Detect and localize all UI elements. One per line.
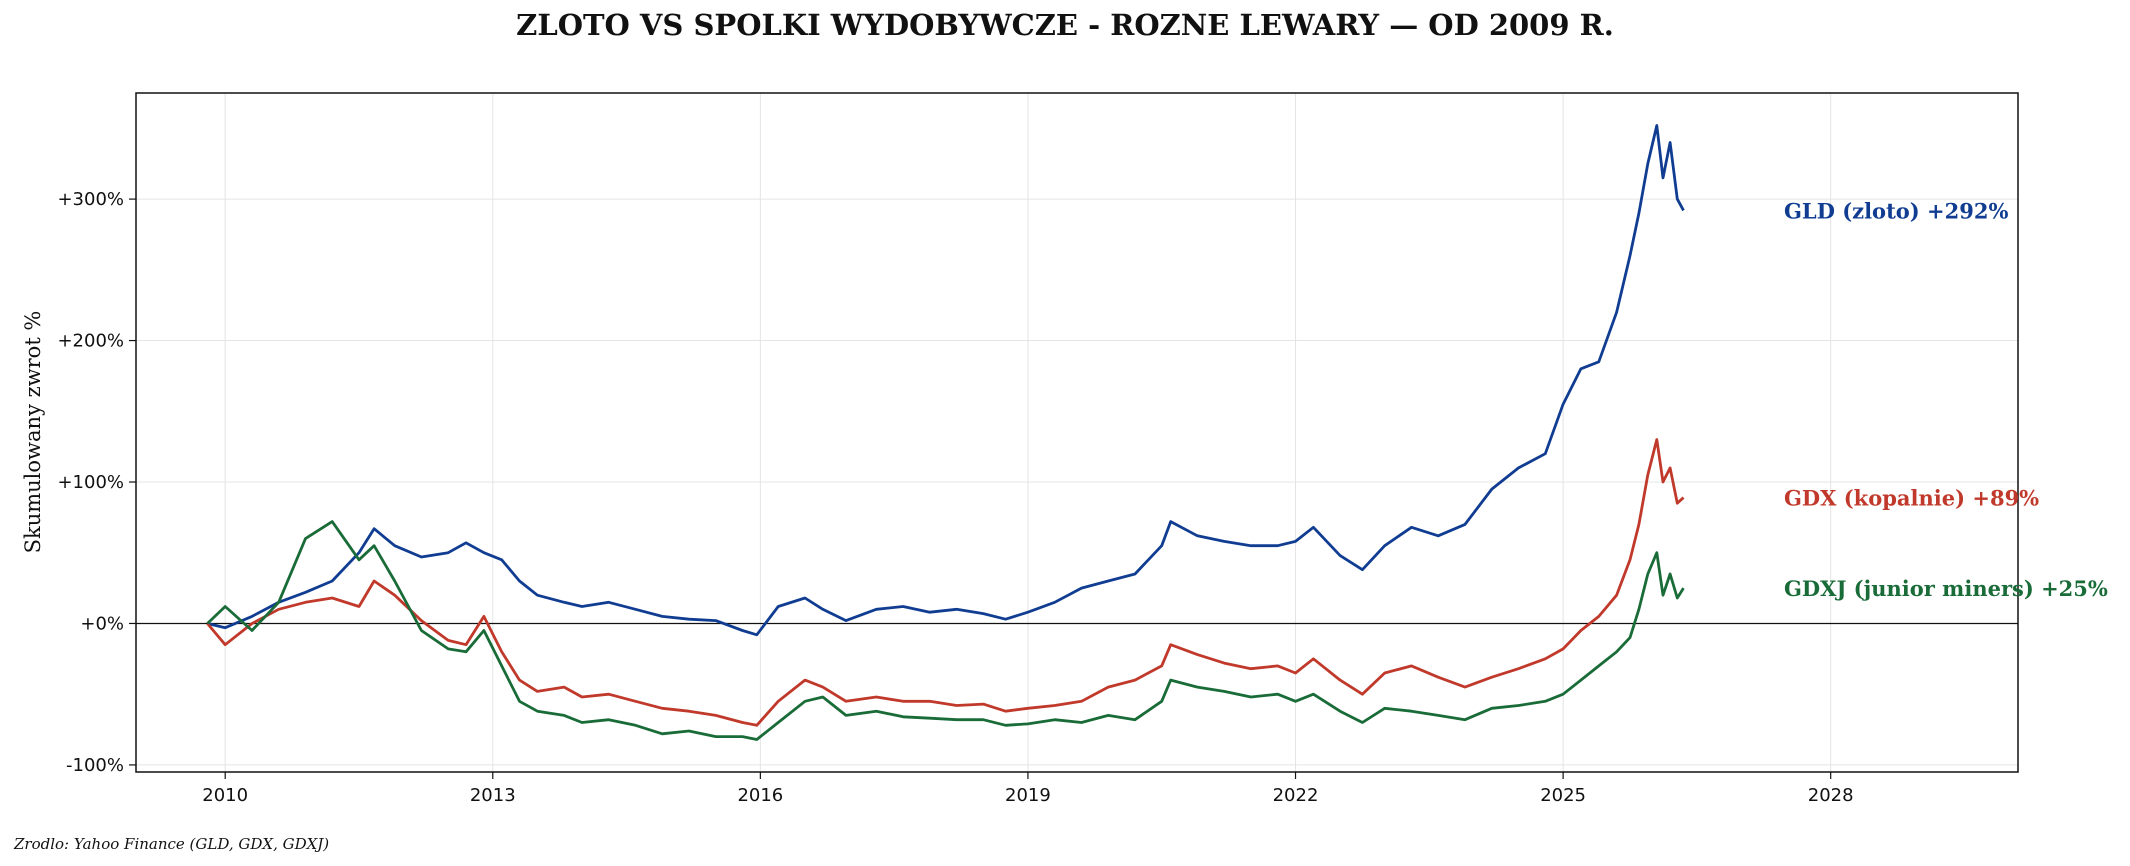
series-group (206, 124, 1685, 741)
chart-title: ZLOTO VS SPOLKI WYDOBYWCZE - ROZNE LEWAR… (516, 8, 1614, 42)
y-tick-label: +0% (80, 613, 124, 634)
series-end-label-3: GDXJ (junior miners) +25% (1784, 576, 2108, 601)
y-tick-label: +200% (57, 331, 124, 352)
y-tick-label: +300% (57, 189, 124, 210)
x-tick-label: 2013 (470, 785, 516, 806)
y-tick-label: +100% (57, 472, 124, 493)
x-tick-label: 2010 (202, 785, 248, 806)
series-end-label-1: GLD (zloto) +292% (1784, 198, 2008, 223)
y-tick-label: -100% (66, 755, 124, 776)
series-line-3 (206, 520, 1685, 741)
x-tick-label: 2025 (1540, 785, 1586, 806)
x-axis: 2010 2013 2016 2019 2022 2025 2028 (202, 772, 1854, 806)
x-tick-label: 2016 (737, 785, 783, 806)
series-line-2 (206, 438, 1685, 727)
end-labels: GLD (zloto) +292% GDX (kopalnie) +89% GDXJ… (1784, 198, 2108, 601)
x-tick-label: 2022 (1273, 785, 1319, 806)
series-end-label-2: GDX (kopalnie) +89% (1784, 486, 2039, 511)
source-note: Zrodlo: Yahoo Finance (GLD, GDX, GDXJ) (13, 835, 329, 853)
x-tick-label: 2028 (1808, 785, 1854, 806)
x-tick-label: 2019 (1005, 785, 1051, 806)
plot-frame (135, 92, 2019, 773)
series-line-1 (207, 124, 1685, 637)
grid (136, 93, 2018, 772)
y-axis-label: Skumulowany zwrot % (21, 311, 45, 554)
y-axis: -100% +0% +100% +200% +300% (57, 189, 136, 776)
